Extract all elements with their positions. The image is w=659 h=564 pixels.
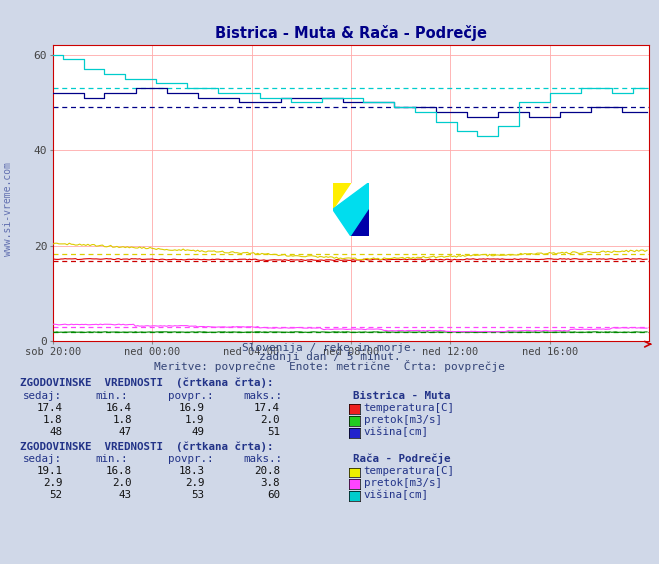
Text: 47: 47 bbox=[119, 427, 132, 437]
Text: min.:: min.: bbox=[96, 454, 128, 464]
Text: višina[cm]: višina[cm] bbox=[364, 426, 429, 437]
Text: Meritve: povprečne  Enote: metrične  Črta: povprečje: Meritve: povprečne Enote: metrične Črta:… bbox=[154, 360, 505, 372]
Text: 19.1: 19.1 bbox=[37, 466, 63, 477]
Text: Slovenija / reke in morje.: Slovenija / reke in morje. bbox=[242, 343, 417, 353]
Text: Rača - Podrečje: Rača - Podrečje bbox=[353, 453, 450, 464]
Text: sedaj:: sedaj: bbox=[23, 391, 62, 401]
Text: 17.4: 17.4 bbox=[254, 403, 280, 413]
Text: temperatura[C]: temperatura[C] bbox=[364, 466, 455, 477]
Text: sedaj:: sedaj: bbox=[23, 454, 62, 464]
Text: povpr.:: povpr.: bbox=[168, 454, 214, 464]
Text: 3.8: 3.8 bbox=[260, 478, 280, 488]
Text: 16.9: 16.9 bbox=[179, 403, 204, 413]
Text: povpr.:: povpr.: bbox=[168, 391, 214, 401]
Text: 1.8: 1.8 bbox=[43, 415, 63, 425]
Text: zadnji dan / 5 minut.: zadnji dan / 5 minut. bbox=[258, 352, 401, 363]
Text: 53: 53 bbox=[191, 490, 204, 500]
Polygon shape bbox=[333, 183, 351, 209]
Text: 52: 52 bbox=[49, 490, 63, 500]
Text: 60: 60 bbox=[267, 490, 280, 500]
Text: 49: 49 bbox=[191, 427, 204, 437]
Text: 2.0: 2.0 bbox=[260, 415, 280, 425]
Polygon shape bbox=[333, 183, 369, 236]
Text: 18.3: 18.3 bbox=[179, 466, 204, 477]
Text: maks.:: maks.: bbox=[244, 454, 283, 464]
Text: 2.9: 2.9 bbox=[185, 478, 204, 488]
Text: 1.8: 1.8 bbox=[112, 415, 132, 425]
Polygon shape bbox=[351, 209, 369, 236]
Text: 51: 51 bbox=[267, 427, 280, 437]
Text: 16.8: 16.8 bbox=[106, 466, 132, 477]
Title: Bistrica - Muta & Rača - Podrečje: Bistrica - Muta & Rača - Podrečje bbox=[215, 25, 487, 41]
Text: 17.4: 17.4 bbox=[37, 403, 63, 413]
Text: ZGODOVINSKE  VREDNOSTI  (črtkana črta):: ZGODOVINSKE VREDNOSTI (črtkana črta): bbox=[20, 441, 273, 452]
Text: 2.9: 2.9 bbox=[43, 478, 63, 488]
Text: višina[cm]: višina[cm] bbox=[364, 490, 429, 500]
Text: 48: 48 bbox=[49, 427, 63, 437]
Text: 2.0: 2.0 bbox=[112, 478, 132, 488]
Text: 1.9: 1.9 bbox=[185, 415, 204, 425]
Text: 16.4: 16.4 bbox=[106, 403, 132, 413]
Text: ZGODOVINSKE  VREDNOSTI  (črtkana črta):: ZGODOVINSKE VREDNOSTI (črtkana črta): bbox=[20, 378, 273, 389]
Text: pretok[m3/s]: pretok[m3/s] bbox=[364, 415, 442, 425]
Text: temperatura[C]: temperatura[C] bbox=[364, 403, 455, 413]
Text: pretok[m3/s]: pretok[m3/s] bbox=[364, 478, 442, 488]
Text: 20.8: 20.8 bbox=[254, 466, 280, 477]
Text: min.:: min.: bbox=[96, 391, 128, 401]
Text: Bistrica - Muta: Bistrica - Muta bbox=[353, 391, 450, 401]
Text: 43: 43 bbox=[119, 490, 132, 500]
Text: www.si-vreme.com: www.si-vreme.com bbox=[3, 162, 13, 255]
Text: maks.:: maks.: bbox=[244, 391, 283, 401]
